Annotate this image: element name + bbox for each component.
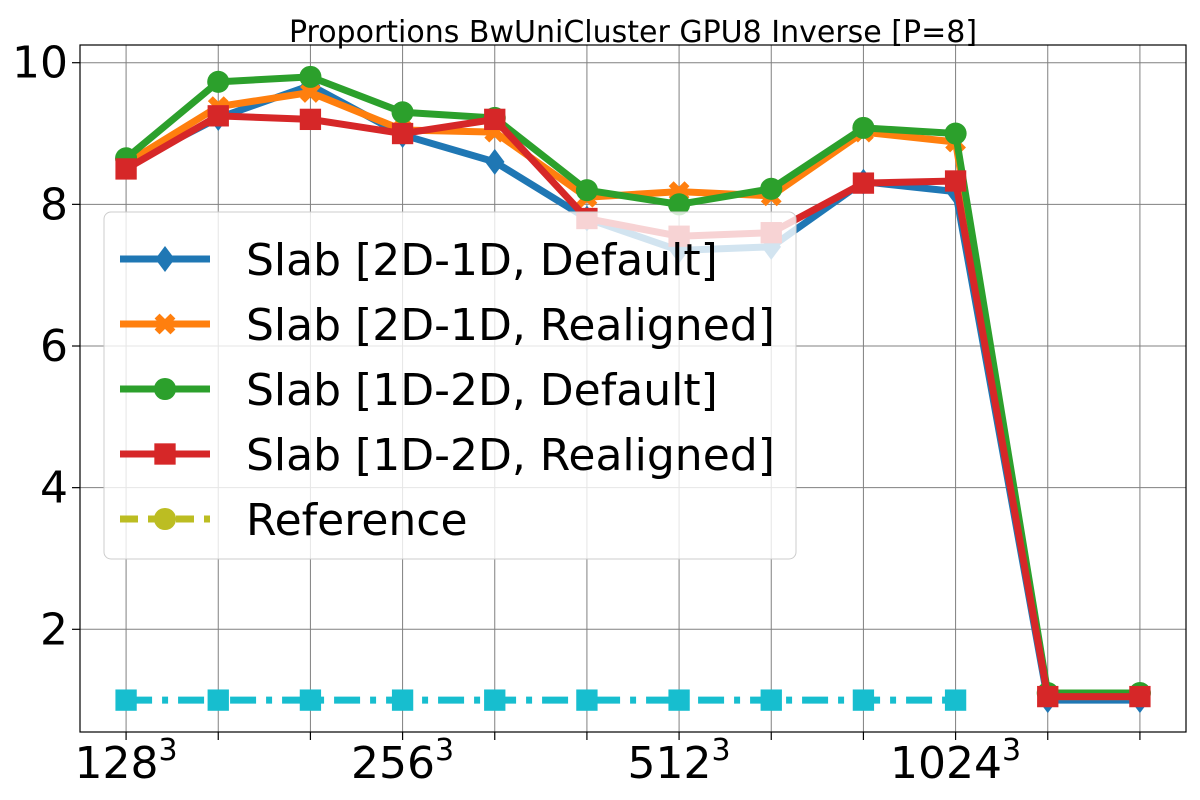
square-marker	[391, 689, 414, 711]
square-marker	[115, 689, 137, 711]
square-marker	[207, 105, 229, 127]
legend-label: Slab [1D-2D, Default]	[246, 365, 718, 416]
circle-marker	[944, 122, 967, 145]
y-tick-label: 2	[40, 604, 68, 655]
square-marker	[299, 108, 322, 131]
square-marker	[154, 443, 176, 465]
circle-marker	[852, 116, 875, 139]
square-marker	[207, 689, 229, 711]
circle-marker	[760, 177, 783, 200]
legend: Slab [2D-1D, Default] Slab [2D-1D, Realig…	[103, 211, 797, 560]
circle-marker	[575, 179, 598, 202]
circle-marker	[391, 101, 414, 124]
y-tick-label: 8	[40, 179, 68, 230]
series-polyline	[123, 73, 1140, 697]
legend-label: Slab [2D-1D, Default]	[246, 235, 718, 286]
x-marker	[154, 313, 176, 335]
chart-title: Proportions BwUniCluster GPU8 Inverse [P…	[289, 15, 977, 50]
x-tick-label: 2563	[351, 733, 454, 789]
circle-marker	[668, 193, 691, 216]
circle-marker	[153, 507, 177, 531]
square-marker	[1037, 685, 1059, 708]
circle-marker	[299, 65, 322, 88]
diamond-marker	[485, 148, 505, 175]
x-tick-label: 1283	[75, 733, 178, 789]
diamond-marker	[155, 246, 175, 272]
square-marker	[852, 689, 875, 711]
legend-label: Slab [1D-2D, Realigned]	[246, 430, 775, 481]
square-marker	[484, 689, 506, 711]
circle-marker	[207, 70, 230, 93]
square-marker	[852, 172, 875, 194]
square-marker	[1129, 685, 1151, 708]
square-marker	[944, 170, 967, 192]
square-marker	[944, 689, 967, 711]
square-marker	[576, 689, 598, 711]
legend-label: Slab [2D-1D, Realigned]	[246, 300, 775, 351]
square-marker	[299, 689, 322, 711]
plot-frame	[79, 44, 1187, 733]
y-tick-label: 6	[40, 321, 68, 372]
legend-box	[103, 211, 797, 560]
axes: 1283 2563 5123 10243 2 4 6 8 10	[12, 38, 1141, 789]
square-marker	[484, 108, 506, 131]
series-line	[115, 689, 967, 711]
series-line	[115, 65, 1151, 705]
x-tick-label: 5123	[628, 733, 731, 789]
square-marker	[115, 158, 137, 180]
square-marker	[668, 689, 690, 711]
x-tick-label: 10243	[890, 733, 1021, 789]
square-marker	[391, 122, 414, 145]
circle-marker	[153, 377, 177, 401]
y-tick-label: 4	[40, 463, 68, 514]
legend-label: Reference	[246, 495, 468, 546]
square-marker	[760, 689, 782, 711]
x-marker	[300, 82, 321, 103]
y-tick-label: 10	[12, 38, 68, 89]
